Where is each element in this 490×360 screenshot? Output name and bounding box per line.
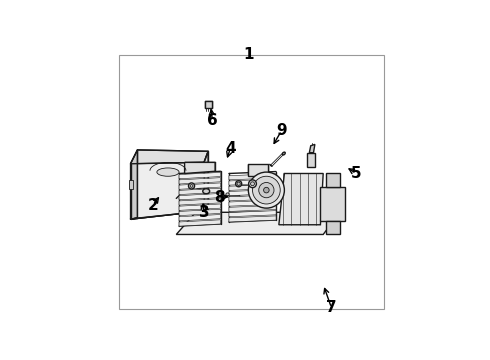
Polygon shape xyxy=(179,183,220,189)
Polygon shape xyxy=(229,184,276,190)
Ellipse shape xyxy=(248,172,284,208)
Polygon shape xyxy=(179,172,220,179)
Ellipse shape xyxy=(189,183,195,189)
Text: 6: 6 xyxy=(207,113,218,128)
Polygon shape xyxy=(307,153,315,167)
Ellipse shape xyxy=(248,180,256,188)
Polygon shape xyxy=(205,102,212,108)
Polygon shape xyxy=(130,150,208,164)
Ellipse shape xyxy=(252,176,280,204)
Polygon shape xyxy=(130,162,208,219)
Text: 1: 1 xyxy=(243,47,254,62)
Polygon shape xyxy=(185,162,215,174)
Text: 9: 9 xyxy=(276,123,287,138)
Polygon shape xyxy=(130,150,138,219)
Polygon shape xyxy=(229,205,276,211)
Polygon shape xyxy=(248,164,268,176)
Text: 5: 5 xyxy=(351,166,362,181)
Polygon shape xyxy=(138,162,204,218)
Polygon shape xyxy=(326,221,340,234)
Polygon shape xyxy=(204,151,208,211)
Ellipse shape xyxy=(282,152,285,155)
Ellipse shape xyxy=(264,187,269,193)
Polygon shape xyxy=(309,144,315,153)
Polygon shape xyxy=(179,188,220,194)
Polygon shape xyxy=(179,199,220,205)
Ellipse shape xyxy=(157,168,179,176)
Ellipse shape xyxy=(203,189,210,194)
Ellipse shape xyxy=(250,182,254,186)
Polygon shape xyxy=(229,200,276,206)
Polygon shape xyxy=(129,180,133,189)
Polygon shape xyxy=(229,195,276,201)
Polygon shape xyxy=(229,179,276,185)
Polygon shape xyxy=(279,174,323,225)
Polygon shape xyxy=(179,177,220,184)
Polygon shape xyxy=(229,211,276,217)
Polygon shape xyxy=(229,174,276,180)
Ellipse shape xyxy=(236,181,242,187)
Polygon shape xyxy=(179,193,220,200)
Polygon shape xyxy=(229,190,276,196)
Polygon shape xyxy=(176,212,340,234)
Text: 7: 7 xyxy=(326,301,337,315)
Ellipse shape xyxy=(190,185,193,187)
Polygon shape xyxy=(179,204,220,210)
Ellipse shape xyxy=(226,193,229,196)
Text: 4: 4 xyxy=(225,141,236,156)
Ellipse shape xyxy=(237,182,240,185)
Text: 8: 8 xyxy=(214,190,224,204)
Text: 2: 2 xyxy=(147,198,158,213)
Polygon shape xyxy=(320,187,345,221)
Polygon shape xyxy=(229,216,276,222)
Polygon shape xyxy=(179,215,220,221)
Ellipse shape xyxy=(259,183,274,198)
Polygon shape xyxy=(326,174,340,187)
Polygon shape xyxy=(179,220,220,226)
Text: 3: 3 xyxy=(198,205,209,220)
Polygon shape xyxy=(130,210,208,219)
Polygon shape xyxy=(179,209,220,216)
